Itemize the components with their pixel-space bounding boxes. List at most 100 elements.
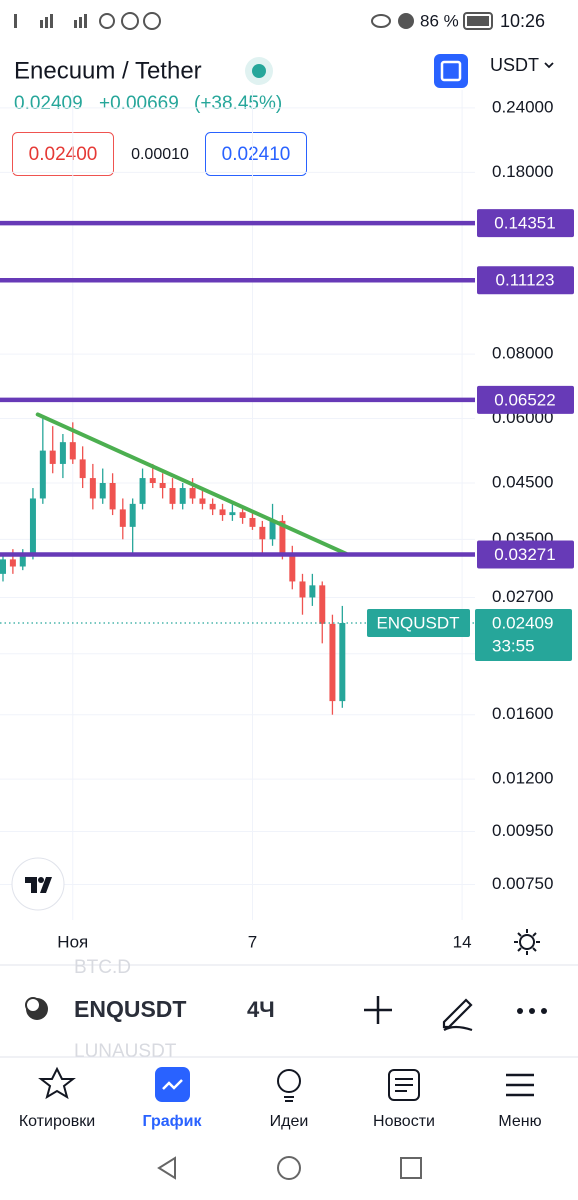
plot <box>0 412 349 715</box>
last-price: 0.02409 <box>14 93 83 114</box>
y-tick-label: 0.04500 <box>492 472 553 491</box>
candle-body <box>339 623 346 702</box>
tab-label[interactable]: График <box>143 1113 203 1130</box>
candle-body <box>329 623 336 702</box>
candle-body <box>99 483 106 499</box>
price-label: 0.02409 <box>492 613 553 632</box>
wifi-icon <box>99 13 115 29</box>
clock: 10:26 <box>500 11 545 31</box>
price-change: +0.00669 <box>99 93 179 114</box>
level-label: 0.03271 <box>494 545 555 564</box>
candle-body <box>289 552 296 582</box>
tab-icon <box>38 1066 76 1100</box>
y-tick-label: 0.18000 <box>492 162 553 181</box>
sell-button[interactable] <box>12 132 114 176</box>
add-button[interactable] <box>364 996 392 1024</box>
symbol-label-box <box>367 609 470 638</box>
level-label-box <box>477 540 574 569</box>
ask-price[interactable]: 0.02410 <box>222 144 291 165</box>
fullscreen-button[interactable] <box>434 54 468 88</box>
countdown: 33:55 <box>492 636 535 655</box>
tab-icon <box>506 1073 534 1097</box>
candle-body <box>19 555 26 567</box>
status-icon <box>121 12 139 30</box>
dropdown-arrow <box>544 62 554 69</box>
grid <box>0 90 475 920</box>
x-tick-label: 7 <box>248 932 257 951</box>
currency-select[interactable]: USDT <box>490 55 539 75</box>
overlays: 0.14351 0.11123 0.06522 0.03271 ENQUSDT 0.024… <box>0 209 574 662</box>
symbol-title[interactable]: Enecuum / Tether <box>14 57 202 84</box>
candle-body <box>139 478 146 504</box>
candle-body <box>29 498 36 556</box>
candle-body <box>119 509 126 527</box>
candle-body <box>309 585 316 598</box>
tab-label[interactable]: Идеи <box>270 1113 309 1130</box>
candle-body <box>209 503 216 510</box>
candle-body <box>179 488 186 504</box>
trendline <box>35 412 349 556</box>
candle-body <box>279 520 286 553</box>
level-label: 0.14351 <box>494 214 555 233</box>
battery-icon <box>463 12 493 30</box>
nav-home[interactable] <box>277 1156 301 1180</box>
candle-body <box>189 488 196 499</box>
candle-body <box>199 498 206 504</box>
level-label: 0.11123 <box>496 271 555 290</box>
tab-label[interactable]: Меню <box>498 1113 541 1130</box>
tradingview-logo[interactable] <box>11 857 65 911</box>
y-tick-label: 0.08000 <box>492 344 553 363</box>
candle-body <box>169 488 176 504</box>
price-label-box <box>475 609 572 662</box>
buy-button[interactable] <box>205 132 307 176</box>
candle-body <box>259 526 266 540</box>
y-tick-label: 0.02700 <box>492 587 553 606</box>
y-tick-label: 0.24000 <box>492 97 553 116</box>
tab-label[interactable]: Котировки <box>19 1113 95 1130</box>
candle-body <box>79 459 86 479</box>
price-change-percent: (+38.45%) <box>194 93 282 114</box>
drawing-button[interactable] <box>442 998 473 1032</box>
bid-price[interactable]: 0.02400 <box>29 144 98 165</box>
y-tick-label: 0.00950 <box>492 821 553 840</box>
candle-body <box>0 559 6 574</box>
time-axis: Ноя 7 14 <box>57 932 471 951</box>
settings-icon[interactable] <box>514 929 540 955</box>
candle-body <box>239 512 246 518</box>
spread: 0.00010 <box>131 146 189 163</box>
status-bar: 86 % 10:26 <box>14 11 545 31</box>
y-tick-label: 0.00750 <box>492 874 553 893</box>
alarm-icon <box>398 13 414 29</box>
candle-body <box>9 559 16 567</box>
candle-body <box>89 478 96 499</box>
tab-icon <box>277 1069 301 1093</box>
candle-body <box>219 509 226 516</box>
interval[interactable]: 4Ч <box>247 997 275 1022</box>
candle-body <box>269 520 276 540</box>
nav-back[interactable] <box>157 1156 176 1180</box>
candle-body <box>159 483 166 489</box>
candle-body <box>49 450 56 464</box>
symbol-label: ENQUSDT <box>376 613 459 632</box>
y-tick-label: 0.01200 <box>492 769 553 788</box>
tab-label[interactable]: Новости <box>373 1113 435 1130</box>
candle-body <box>69 442 76 460</box>
tab-icon <box>388 1069 420 1101</box>
ghost-symbol: LUNAUSDT <box>74 1041 177 1062</box>
level-label-box <box>477 385 574 414</box>
level-label: 0.06522 <box>494 390 555 409</box>
nav-recents[interactable] <box>400 1157 422 1179</box>
tab-bar: Котировки График Идеи Новости Меню <box>19 1113 542 1130</box>
more-button[interactable] <box>517 1008 547 1014</box>
status-icon <box>143 12 161 30</box>
x-tick-label: 14 <box>453 932 472 951</box>
candle-body <box>109 483 116 510</box>
level-label-box <box>477 266 574 295</box>
toolbar-symbol[interactable]: ENQUSDT <box>74 996 186 1022</box>
candle-body <box>229 512 236 516</box>
level-label-box <box>477 209 574 238</box>
x-tick-label: Ноя <box>57 932 88 951</box>
signal-icon <box>14 14 17 28</box>
